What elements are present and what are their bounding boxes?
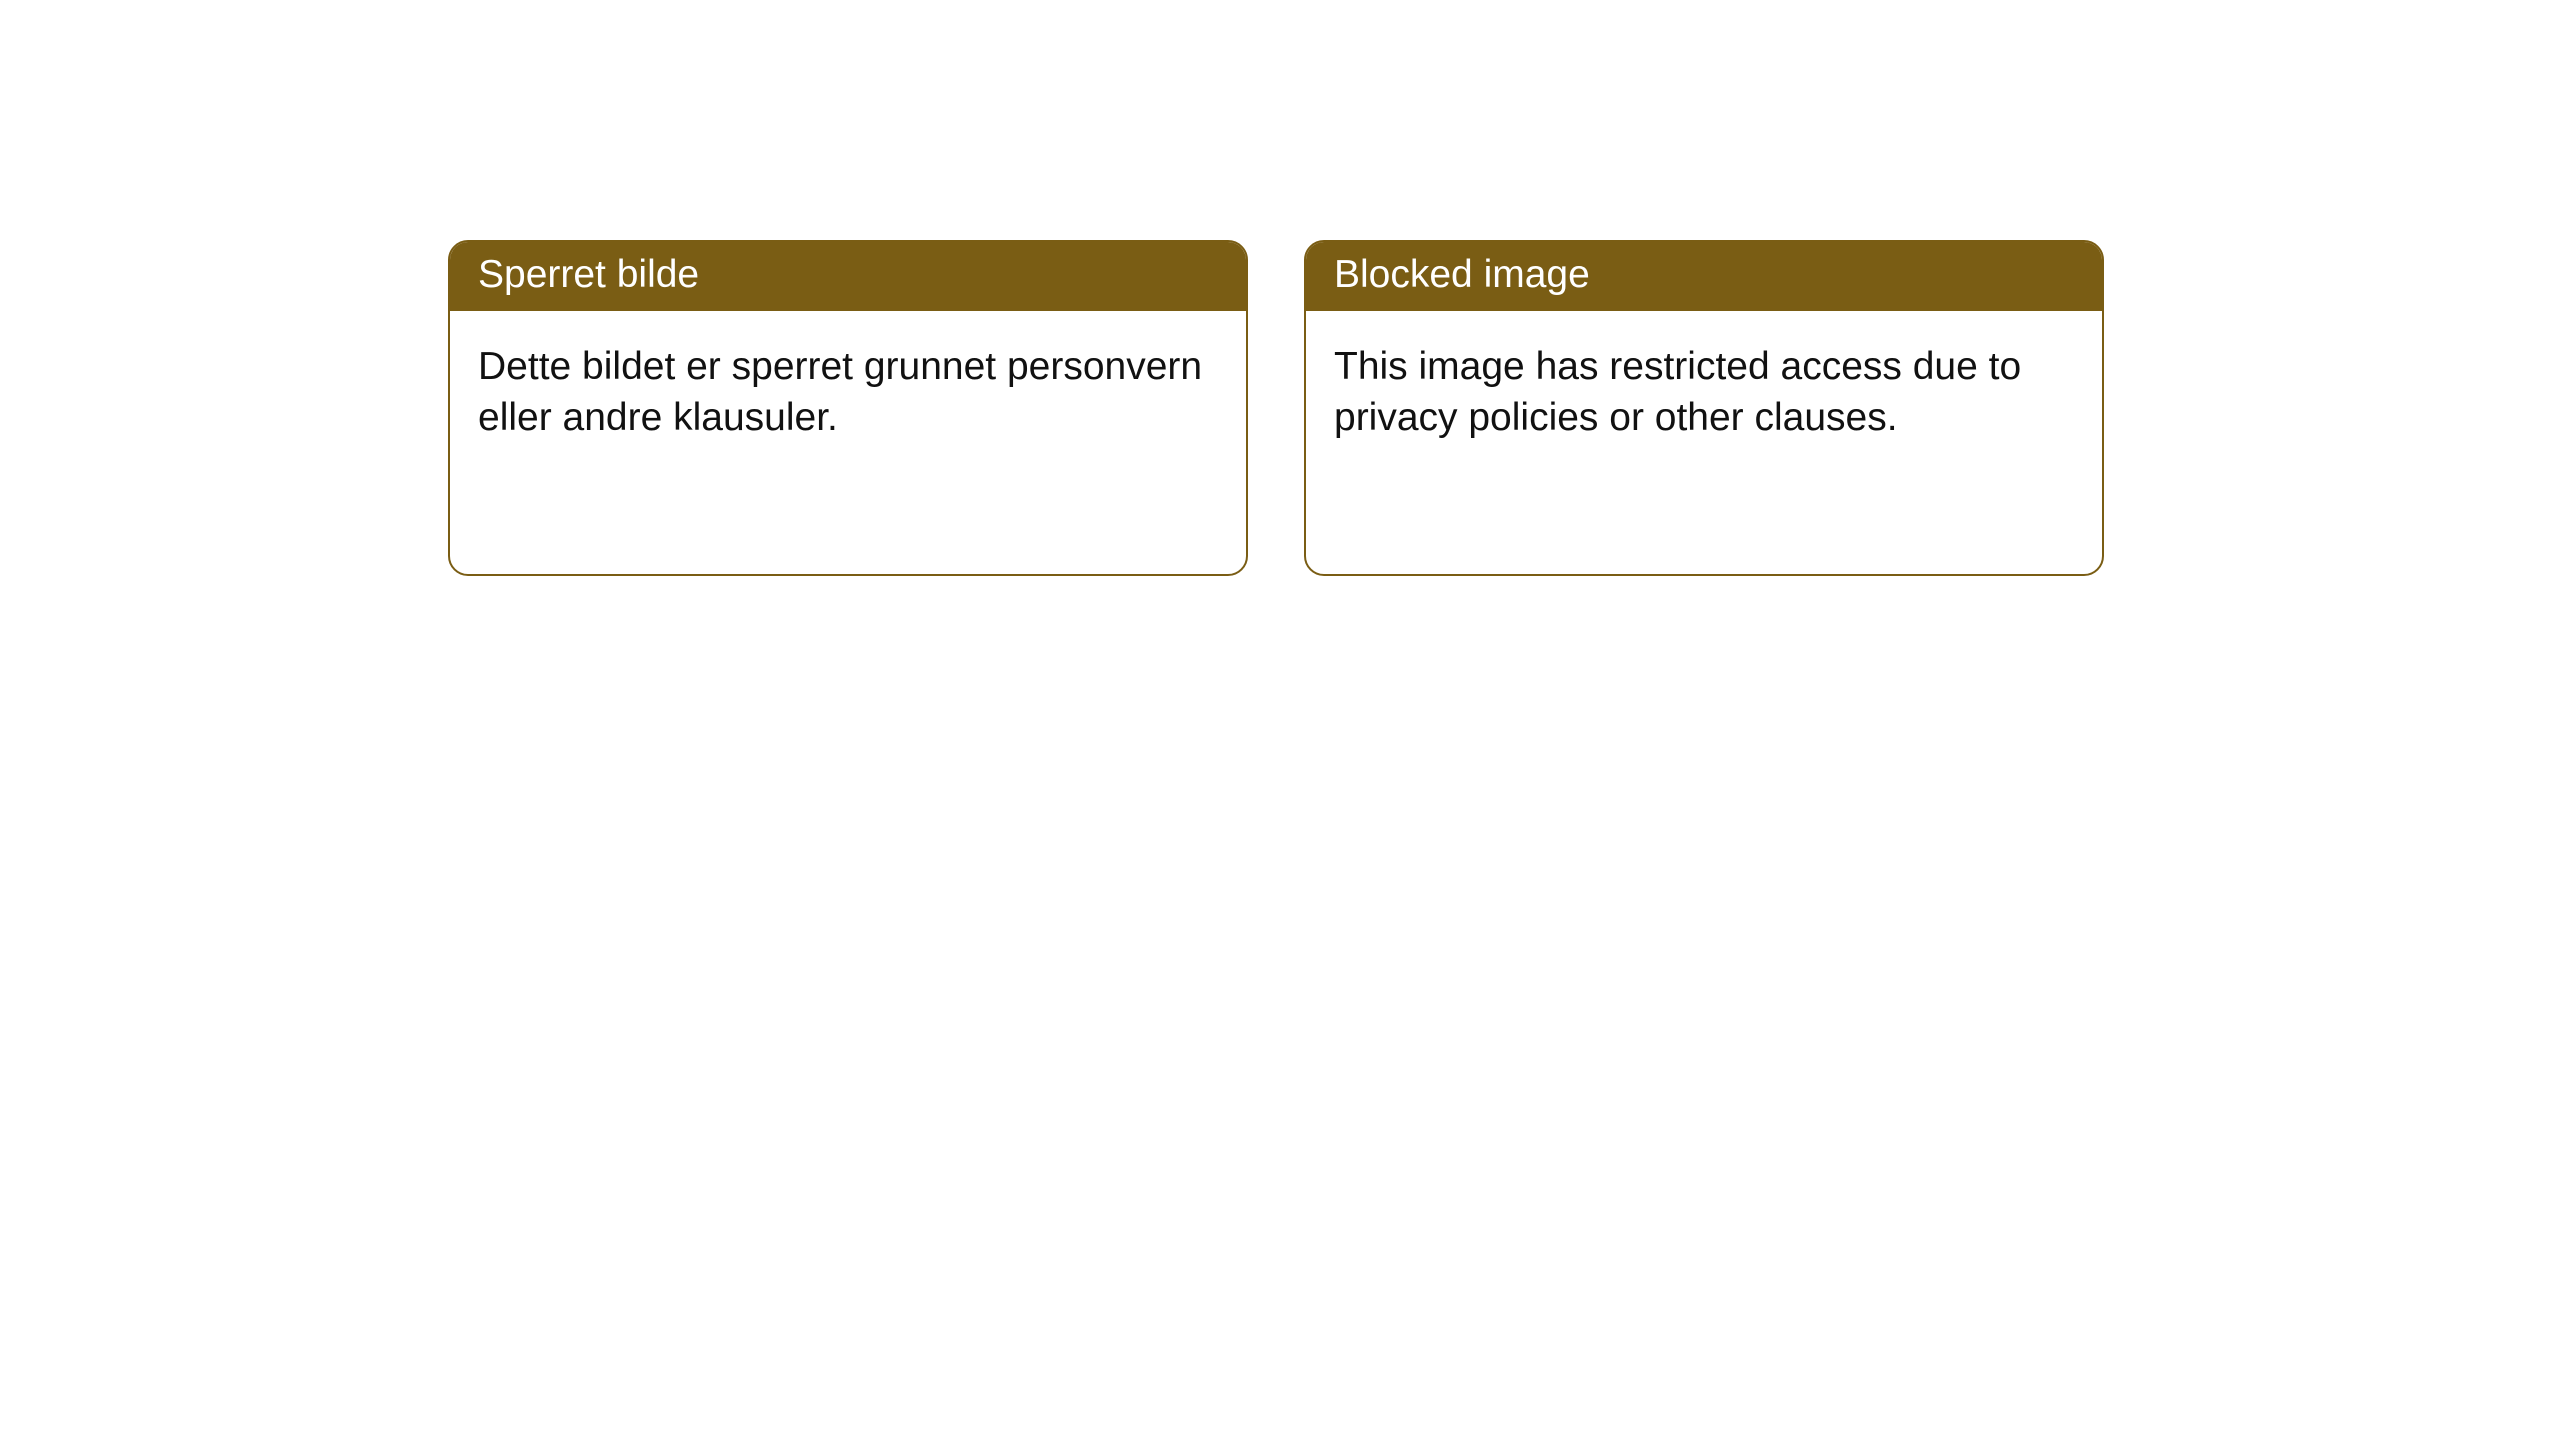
card-norwegian: Sperret bilde Dette bildet er sperret gr… [448,240,1248,576]
card-body-norwegian: Dette bildet er sperret grunnet personve… [450,311,1246,464]
card-english: Blocked image This image has restricted … [1304,240,2104,576]
card-header-norwegian: Sperret bilde [450,242,1246,311]
card-body-english: This image has restricted access due to … [1306,311,2102,464]
card-header-english: Blocked image [1306,242,2102,311]
cards-container: Sperret bilde Dette bildet er sperret gr… [0,0,2560,576]
